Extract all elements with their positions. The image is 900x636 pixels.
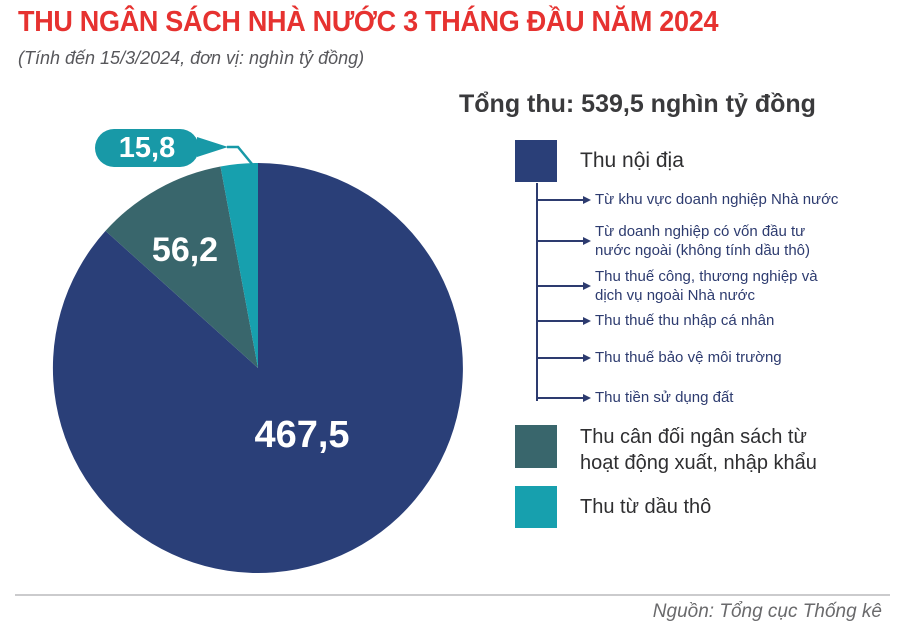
legend-sub-item: Thu thuế bảo vệ môi trường (536, 348, 881, 367)
pie-slice-0 (52, 163, 463, 573)
legend-sub-item: Từ khu vực doanh nghiệp Nhà nước (536, 190, 881, 209)
legend-swatch-domestic (515, 140, 557, 182)
branch-arrow-icon (536, 393, 591, 402)
branch-arrow-icon (536, 282, 591, 290)
pie-chart: 467,5 56,2 15,8 (52, 129, 463, 573)
branch-arrow-icon (536, 316, 591, 325)
pie-slice-1 (105, 166, 258, 368)
pie-slice-label-2: 15,8 (119, 132, 175, 164)
legend-swatch-import-export (515, 425, 557, 468)
pie-slice-label-1: 56,2 (152, 231, 218, 269)
legend-label-import-export: Thu cân đối ngân sách từ hoạt động xuất,… (580, 426, 817, 474)
legend-sub-item-label: Thu thuế công, thương nghiệp và dịch vụ … (595, 268, 818, 304)
branch-arrow-icon (536, 195, 591, 204)
legend-sub-item-label: Thu thuế bảo vệ môi trường (595, 349, 782, 366)
legend-sub-item: Thu thuế công, thương nghiệp và dịch vụ … (536, 267, 881, 305)
pie-slice-label-0: 467,5 (254, 414, 349, 456)
legend-label-domestic: Thu nội địa (580, 149, 684, 172)
pie-slice-2 (220, 163, 258, 368)
legend-sub-item-label: Thu thuế thu nhập cá nhân (595, 312, 775, 329)
legend-swatch-crude-oil (515, 486, 557, 528)
legend-sub-item: Thu thuế thu nhập cá nhân (536, 311, 881, 330)
branch-arrow-icon (536, 237, 591, 245)
callout-bubble (95, 129, 199, 167)
callout-pointer (197, 137, 228, 157)
legend-subitems: Từ khu vực doanh nghiệp Nhà nước Từ doan… (536, 183, 881, 407)
legend-sub-item-label: Từ doanh nghiệp có vốn đầu tư nước ngoài… (595, 223, 811, 259)
page-subtitle: (Tính đến 15/3/2024, đơn vị: nghìn tỷ đồ… (18, 48, 365, 68)
legend-connector-trunk (536, 183, 538, 401)
branch-arrow-icon (536, 353, 591, 362)
total-revenue-label: Tổng thu: 539,5 nghìn tỷ đồng (459, 90, 816, 118)
callout-connector-line (227, 145, 253, 165)
legend-sub-item-label: Thu tiền sử dụng đất (595, 389, 734, 406)
page-title: THU NGÂN SÁCH NHÀ NƯỚC 3 THÁNG ĐẦU NĂM 2… (18, 6, 719, 38)
legend-sub-item: Từ doanh nghiệp có vốn đầu tư nước ngoài… (536, 222, 881, 260)
source-credit: Nguồn: Tổng cục Thống kê (652, 601, 882, 622)
legend-sub-item: Thu tiền sử dụng đất (536, 388, 881, 407)
footer-divider (15, 594, 890, 596)
legend-sub-item-label: Từ khu vực doanh nghiệp Nhà nước (595, 191, 839, 208)
legend-subitem-rows: Từ khu vực doanh nghiệp Nhà nước Từ doan… (536, 190, 881, 407)
legend-label-crude-oil: Thu từ dầu thô (580, 496, 712, 518)
